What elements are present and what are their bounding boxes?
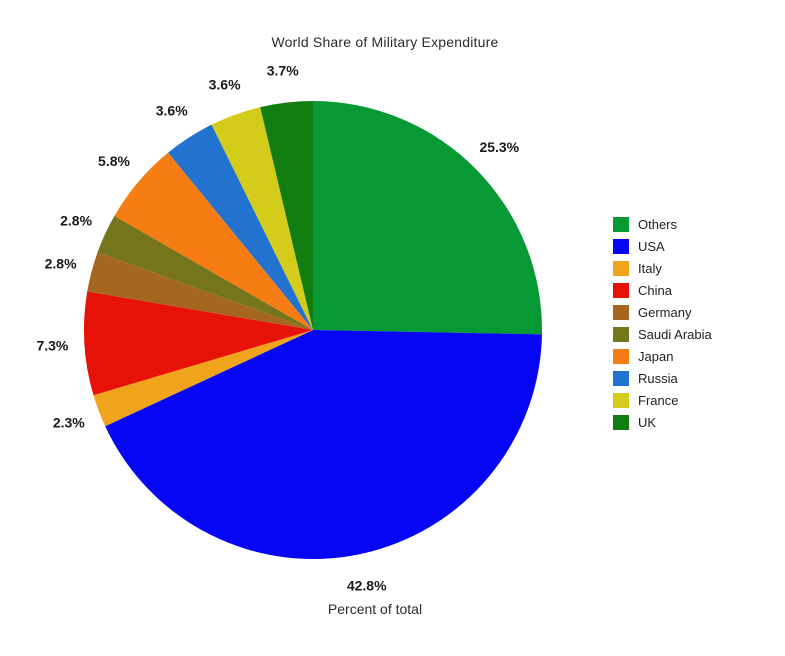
legend-item-saudi-arabia: Saudi Arabia bbox=[613, 327, 712, 342]
pie-slice-france bbox=[211, 107, 313, 330]
legend-label-japan: Japan bbox=[638, 349, 674, 364]
legend-label-uk: UK bbox=[638, 415, 657, 430]
legend-label-italy: Italy bbox=[638, 261, 662, 276]
legend-swatch-uk bbox=[613, 415, 629, 430]
pct-label-germany: 2.8% bbox=[45, 256, 77, 272]
legend: Others USA Italy China Germany Saudi Arabia Ja… bbox=[613, 217, 712, 430]
pct-label-france: 3.6% bbox=[209, 76, 241, 92]
x-axis-label: Percent of total bbox=[327, 601, 423, 617]
legend-swatch-others bbox=[613, 217, 629, 232]
pct-label-russia: 3.6% bbox=[156, 103, 188, 119]
pct-label-saudi-arabia: 2.8% bbox=[60, 212, 92, 228]
legend-item-germany: Germany bbox=[613, 305, 712, 320]
legend-swatch-china bbox=[613, 283, 629, 298]
legend-swatch-france bbox=[613, 393, 629, 408]
legend-label-china: China bbox=[638, 283, 672, 298]
pie-slice-usa bbox=[105, 330, 542, 559]
legend-label-others: Others bbox=[638, 217, 678, 232]
pie-slice-italy bbox=[93, 330, 313, 427]
legend-swatch-italy bbox=[613, 261, 629, 276]
pct-label-japan: 5.8% bbox=[98, 153, 130, 169]
legend-item-others: Others bbox=[613, 217, 712, 232]
pct-label-italy: 2.3% bbox=[53, 414, 85, 430]
pie-slice-others bbox=[313, 101, 543, 335]
legend-item-japan: Japan bbox=[613, 349, 712, 364]
legend-swatch-saudi-arabia bbox=[613, 327, 629, 342]
legend-label-germany: Germany bbox=[638, 305, 692, 320]
legend-label-france: France bbox=[638, 393, 679, 408]
legend-label-saudi-arabia: Saudi Arabia bbox=[638, 327, 712, 342]
legend-swatch-germany bbox=[613, 305, 629, 320]
legend-swatch-usa bbox=[613, 239, 629, 254]
pie-slice-saudi-arabia bbox=[97, 215, 313, 330]
pie-slice-russia bbox=[168, 124, 313, 330]
pct-label-others: 25.3% bbox=[479, 139, 519, 155]
pie-slice-japan bbox=[114, 152, 313, 330]
pct-label-china: 7.3% bbox=[36, 338, 68, 354]
pie-slice-uk bbox=[260, 101, 313, 330]
legend-label-russia: Russia bbox=[638, 371, 678, 386]
pct-label-uk: 3.7% bbox=[267, 63, 299, 79]
legend-swatch-japan bbox=[613, 349, 629, 364]
legend-item-uk: UK bbox=[613, 415, 712, 430]
legend-item-usa: USA bbox=[613, 239, 712, 254]
legend-item-china: China bbox=[613, 283, 712, 298]
legend-item-italy: Italy bbox=[613, 261, 712, 276]
legend-item-france: France bbox=[613, 393, 712, 408]
legend-swatch-russia bbox=[613, 371, 629, 386]
pie-slice-germany bbox=[87, 252, 313, 330]
chart-title: World Share of Military Expenditure bbox=[271, 34, 499, 50]
pie-slice-china bbox=[84, 291, 313, 396]
legend-item-russia: Russia bbox=[613, 371, 712, 386]
legend-label-usa: USA bbox=[638, 239, 665, 254]
pct-label-usa: 42.8% bbox=[347, 578, 387, 594]
